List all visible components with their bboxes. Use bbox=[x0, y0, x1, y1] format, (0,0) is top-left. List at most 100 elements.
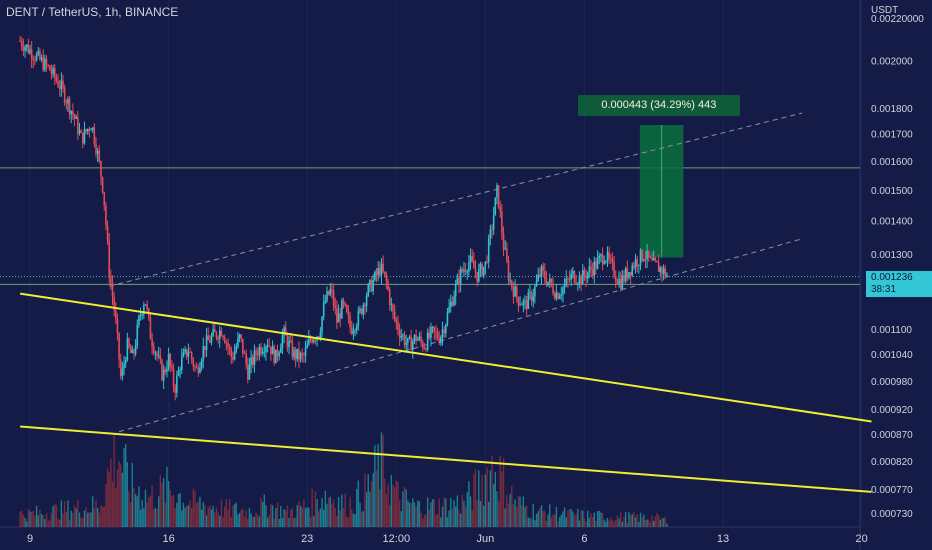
volume-bar bbox=[357, 480, 360, 527]
volume-bar bbox=[385, 494, 388, 527]
volume-bar bbox=[624, 511, 627, 527]
candle-body bbox=[301, 353, 304, 355]
candle-body bbox=[656, 260, 658, 263]
volume-bar bbox=[21, 510, 23, 527]
volume-bar bbox=[192, 488, 195, 527]
candle-body bbox=[136, 324, 139, 346]
y-tick-label: 0.000730 bbox=[871, 509, 913, 520]
candle-body bbox=[237, 338, 239, 347]
candle-body bbox=[578, 275, 581, 284]
candle-body bbox=[162, 369, 165, 381]
volume-bar bbox=[573, 515, 576, 527]
candle-body bbox=[341, 300, 343, 319]
volume-bar bbox=[459, 513, 462, 527]
volume-bar bbox=[651, 515, 653, 527]
candle-body bbox=[34, 59, 36, 61]
volume-bar bbox=[537, 511, 539, 527]
volume-bar bbox=[44, 519, 46, 527]
volume-bar bbox=[522, 496, 525, 527]
candle-body bbox=[618, 278, 620, 284]
volume-bar bbox=[291, 508, 294, 527]
volume-bar bbox=[558, 517, 561, 527]
x-tick-label: 20 bbox=[855, 533, 867, 545]
candle-body bbox=[496, 185, 498, 198]
candle-body bbox=[529, 292, 531, 294]
candle-body bbox=[55, 77, 58, 81]
candle-body bbox=[572, 271, 574, 274]
candle-body bbox=[47, 64, 49, 66]
candle-body bbox=[666, 274, 668, 277]
candle-body bbox=[364, 304, 366, 307]
candle-body bbox=[77, 117, 79, 134]
candle-body bbox=[489, 229, 492, 238]
volume-bar bbox=[45, 513, 48, 527]
volume-bar bbox=[456, 495, 459, 527]
y-tick-label: 0.000870 bbox=[871, 430, 913, 441]
candle-body bbox=[471, 255, 473, 261]
volume-bar bbox=[202, 502, 204, 527]
candle-body bbox=[570, 273, 572, 280]
volume-bar bbox=[554, 514, 556, 527]
volume-bar bbox=[169, 490, 171, 527]
volume-bar bbox=[311, 488, 313, 527]
candle-body bbox=[324, 300, 327, 303]
volume-bar bbox=[506, 494, 508, 527]
volume-bar bbox=[149, 495, 152, 527]
volume-bar bbox=[431, 498, 434, 527]
volume-bar bbox=[540, 505, 543, 527]
volume-bar bbox=[502, 458, 505, 527]
candle-body bbox=[232, 356, 234, 360]
candle-body bbox=[398, 330, 401, 338]
volume-bar bbox=[273, 518, 275, 527]
support-trendline-1 bbox=[19, 292, 872, 423]
volume-bar bbox=[362, 511, 364, 527]
candle-body bbox=[639, 249, 642, 265]
candle-body bbox=[624, 268, 627, 281]
candle-body bbox=[517, 297, 520, 305]
y-tick-label: 0.001600 bbox=[871, 157, 913, 168]
candle-body bbox=[400, 336, 403, 338]
volume-bar bbox=[547, 514, 549, 527]
candle-body bbox=[270, 346, 272, 355]
candle-body bbox=[334, 305, 337, 309]
candle-body bbox=[30, 49, 33, 60]
volume-bar bbox=[461, 494, 463, 527]
volume-bar bbox=[591, 517, 594, 527]
volume-bar bbox=[283, 509, 285, 527]
candle-body bbox=[65, 102, 68, 104]
volume-bar bbox=[70, 510, 72, 527]
volume-bar bbox=[582, 510, 584, 527]
volume-bar bbox=[78, 512, 81, 527]
volume-bar bbox=[481, 475, 483, 527]
candle-body bbox=[115, 310, 117, 320]
volume-bar bbox=[587, 510, 589, 527]
volume-bar bbox=[521, 505, 523, 527]
volume-bar bbox=[577, 508, 579, 527]
candle-body bbox=[629, 272, 632, 276]
candle-body bbox=[397, 321, 399, 331]
x-tick-label: 23 bbox=[301, 533, 313, 545]
volume-bar bbox=[304, 508, 307, 527]
volume-bar bbox=[657, 515, 660, 527]
volume-bar bbox=[146, 502, 148, 527]
volume-bar bbox=[118, 461, 120, 527]
candle-body bbox=[308, 338, 310, 345]
candle-body bbox=[661, 267, 663, 274]
candle-body bbox=[449, 301, 452, 308]
candle-body bbox=[527, 292, 530, 309]
volume-bar bbox=[464, 506, 467, 527]
candle-body bbox=[443, 329, 445, 334]
x-tick-label: 9 bbox=[27, 533, 33, 545]
candle-body bbox=[53, 67, 56, 78]
candle-body bbox=[197, 368, 200, 373]
y-tick-label: 0.002000 bbox=[871, 57, 913, 68]
candle-body bbox=[283, 327, 285, 336]
candle-body bbox=[217, 337, 219, 340]
support-trendline-2 bbox=[20, 425, 872, 493]
volume-bar bbox=[49, 520, 51, 527]
volume-bar bbox=[390, 474, 393, 527]
candle-body bbox=[223, 337, 226, 343]
volume-bar bbox=[423, 514, 426, 527]
